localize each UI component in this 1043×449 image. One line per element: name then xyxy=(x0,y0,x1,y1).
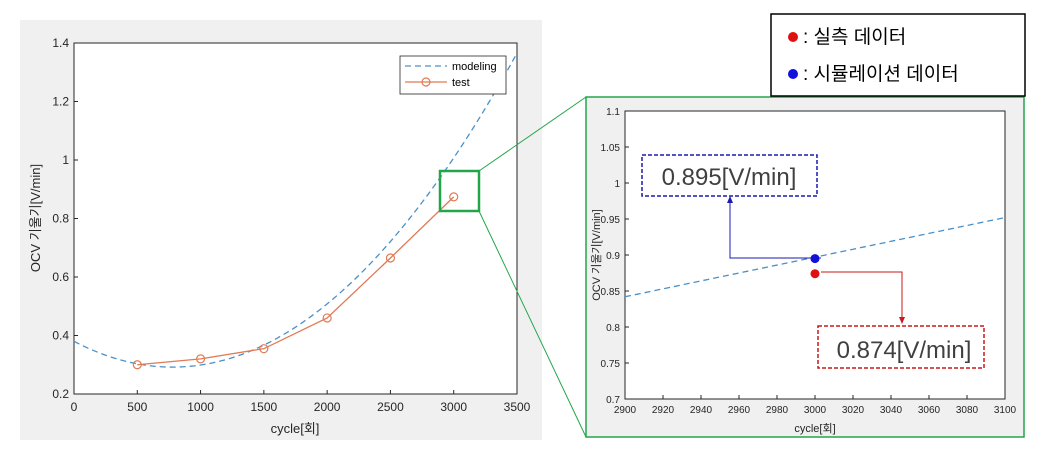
y-tick-label: 0.7 xyxy=(606,395,620,406)
y-tick-label: 0.95 xyxy=(601,215,621,226)
main-series xyxy=(73,52,518,370)
key-measured-label: : 실측 데이터 xyxy=(803,26,906,48)
key-simulation-dot xyxy=(788,69,798,79)
annotation-simulation-box xyxy=(641,154,818,197)
x-tick-label: 3040 xyxy=(880,405,903,416)
data-point xyxy=(259,344,269,354)
x-tick-label: 3020 xyxy=(842,405,865,416)
annotation-measured-arrowhead xyxy=(899,317,905,324)
annotation-measured-value: 0.874[V/min] xyxy=(837,337,972,364)
y-tick-label: 1 xyxy=(614,179,620,190)
annotation-measured: 0.874[V/min] xyxy=(817,271,985,369)
series-line-modeling xyxy=(73,52,518,368)
x-tick-label: 2000 xyxy=(314,400,341,414)
data-point xyxy=(385,253,396,263)
y-tick-label: 0.4 xyxy=(52,329,69,343)
series-line-test xyxy=(137,196,455,366)
annotation-measured-box xyxy=(817,325,985,369)
annotation-simulation-arrowhead xyxy=(727,196,733,203)
annotation-simulation-value: 0.895[V/min] xyxy=(662,164,797,191)
data-point xyxy=(449,192,459,202)
x-tick-label: 3000 xyxy=(804,405,827,416)
x-tick-label: 2920 xyxy=(652,405,675,416)
main-x-axis-label: cycle[회] xyxy=(271,421,320,436)
y-tick-label: 1 xyxy=(62,153,69,167)
annotation-simulation: 0.895[V/min] xyxy=(641,154,821,259)
zoom-y-ticks: 0.7 0.75 0.8 0.85 0.9 0.95 1 1.05 1.1 xyxy=(601,107,629,406)
y-tick-label: 0.8 xyxy=(52,212,69,226)
legend-box xyxy=(399,55,507,95)
legend-test-swatch-marker xyxy=(421,77,431,87)
y-tick-label: 1.1 xyxy=(606,107,620,118)
y-tick-label: 1.4 xyxy=(52,36,69,50)
x-tick-label: 2900 xyxy=(614,405,637,416)
annotation-measured-leader xyxy=(821,271,903,320)
main-chart: 0 500 1000 1500 2000 2500 3000 3500 0.20.40.60.… xyxy=(20,20,542,440)
key-simulation-label: : 시뮬레이션 데이터 xyxy=(803,63,959,85)
main-y-ticks: 0.2 0.4 0.6 0.8 1 1.2 1.4 xyxy=(52,36,78,401)
key-measured-dot xyxy=(788,32,798,42)
x-tick-label: 1500 xyxy=(251,400,278,414)
marker-key-box xyxy=(770,13,1026,97)
x-tick-label: 3000 xyxy=(440,400,467,414)
legend-modeling-label: modeling xyxy=(452,61,497,73)
annotation-simulation-leader xyxy=(729,200,821,259)
x-tick-label: 2940 xyxy=(690,405,713,416)
main-plot-area xyxy=(73,42,518,395)
y-tick-label: 1.2 xyxy=(52,95,69,109)
data-point xyxy=(132,360,142,370)
x-tick-label: 2960 xyxy=(728,405,751,416)
y-tick-label: 0.6 xyxy=(52,270,69,284)
zoom-region-box xyxy=(438,169,481,213)
zoom-y-axis-label: OCV 기울기[V/min] xyxy=(590,209,603,300)
x-tick-label: 3060 xyxy=(918,405,941,416)
y-tick-label: 0.85 xyxy=(601,287,621,298)
legend-test-label: test xyxy=(452,77,470,89)
x-tick-label: 0 xyxy=(71,400,78,414)
zoom-connector-top xyxy=(478,96,587,172)
marker-key: : 실측 데이터 : 시뮬레이션 데이터 xyxy=(770,13,1026,97)
x-tick-label: 3500 xyxy=(504,400,531,414)
y-tick-label: 0.75 xyxy=(601,359,621,370)
highlight-point xyxy=(810,269,820,279)
y-tick-label: 0.8 xyxy=(606,323,620,334)
x-tick-label: 1000 xyxy=(187,400,214,414)
x-tick-label: 2500 xyxy=(377,400,404,414)
x-tick-label: 3100 xyxy=(994,405,1017,416)
y-tick-label: 1.05 xyxy=(601,143,621,154)
y-tick-label: 0.2 xyxy=(52,387,69,401)
x-tick-label: 500 xyxy=(127,400,147,414)
zoom-series xyxy=(624,216,1006,298)
main-x-ticks: 0 500 1000 1500 2000 2500 3000 3500 xyxy=(71,390,531,414)
zoom-x-axis-label: cycle[회] xyxy=(794,422,835,435)
data-point xyxy=(322,313,332,323)
main-legend: modeling test xyxy=(399,55,507,95)
zoom-connector-bottom xyxy=(478,210,587,438)
zoom-x-ticks: 2900 2920 2940 2960 2980 3000 3020 3040 3060 3080… xyxy=(614,395,1017,416)
y-tick-label: 0.9 xyxy=(606,251,620,262)
main-y-axis-label: OCV 기울기[V/min] xyxy=(28,164,43,272)
x-tick-label: 3080 xyxy=(956,405,979,416)
data-point xyxy=(195,354,206,364)
zoom-chart: 2900 2920 2940 2960 2980 3000 3020 3040 3060 3080… xyxy=(585,96,1025,438)
highlight-point xyxy=(810,254,820,264)
x-tick-label: 2980 xyxy=(766,405,789,416)
